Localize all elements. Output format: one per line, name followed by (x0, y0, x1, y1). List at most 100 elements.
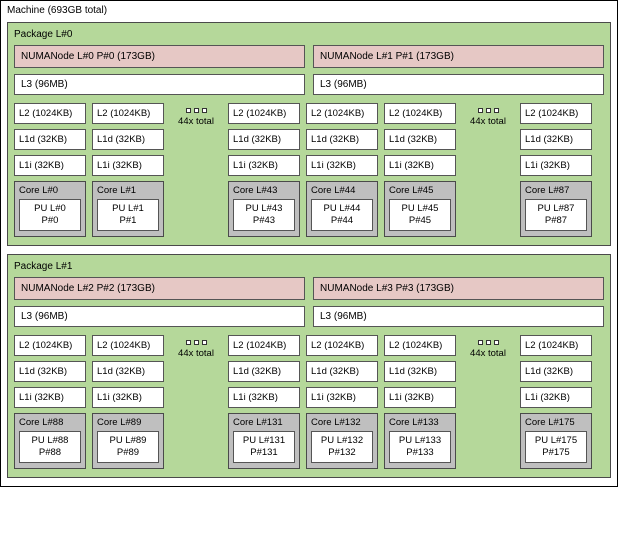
core: Core L#44 PU L#44P#44 (306, 181, 378, 237)
ellipsis-label: 44x total (178, 116, 214, 127)
l1i-cache: L1i (32KB) (92, 387, 164, 408)
l1d-cache: L1d (32KB) (384, 361, 456, 382)
package: Package L#1NUMANode L#2 P#2 (173GB)NUMAN… (7, 254, 611, 478)
l1i-cache: L1i (32KB) (306, 387, 378, 408)
l2-cache: L2 (1024KB) (384, 335, 456, 356)
l1i-cache: L1i (32KB) (306, 155, 378, 176)
pu-p: P#131 (250, 447, 277, 458)
l1d-cache: L1d (32KB) (92, 129, 164, 150)
core-column: L2 (1024KB)L1d (32KB)L1i (32KB)Core L#13… (384, 335, 456, 469)
pu-label: PU L#44 (324, 203, 361, 214)
ellipsis-label: 44x total (178, 348, 214, 359)
pu-p: P#44 (331, 215, 353, 226)
pu-p: P#0 (42, 215, 59, 226)
core-column: L2 (1024KB)L1d (32KB)L1i (32KB)Core L#89… (92, 335, 164, 469)
core-column: L2 (1024KB)L1d (32KB)L1i (32KB)Core L#1P… (92, 103, 164, 237)
pu-p: P#43 (253, 215, 275, 226)
pu-label: PU L#87 (538, 203, 575, 214)
dot-icon (486, 340, 491, 345)
pu: PU L#131P#131 (233, 431, 295, 463)
core: Core L#43 PU L#43P#43 (228, 181, 300, 237)
pu: PU L#45P#45 (389, 199, 451, 231)
ellipsis: 44x total (462, 103, 514, 237)
l1d-cache: L1d (32KB) (92, 361, 164, 382)
core-label: Core L#175 (525, 417, 587, 428)
core: Core L#1 PU L#1P#1 (92, 181, 164, 237)
ellipsis-dots (186, 108, 207, 113)
l1i-cache: L1i (32KB) (384, 155, 456, 176)
core: Core L#131 PU L#131P#131 (228, 413, 300, 469)
core: Core L#87PU L#87P#87 (520, 181, 592, 237)
pu: PU L#1P#1 (97, 199, 159, 231)
core-label: Core L#131 (233, 417, 295, 428)
pu-label: PU L#88 (32, 435, 69, 446)
ellipsis-dots (478, 108, 499, 113)
pu: PU L#88P#88 (19, 431, 81, 463)
l1d-cache: L1d (32KB) (520, 361, 592, 382)
pu-label: PU L#131 (243, 435, 285, 446)
dot-icon (478, 340, 483, 345)
core-column: L2 (1024KB)L1d (32KB)L1i (32KB)Core L#43… (228, 103, 300, 237)
l2-cache: L2 (1024KB) (14, 335, 86, 356)
pu: PU L#43P#43 (233, 199, 295, 231)
package: Package L#0NUMANode L#0 P#0 (173GB)NUMAN… (7, 22, 611, 246)
l1i-cache: L1i (32KB) (520, 155, 592, 176)
dot-icon (194, 340, 199, 345)
core-label: Core L#89 (97, 417, 159, 428)
l1i-cache: L1i (32KB) (520, 387, 592, 408)
pu-p: P#45 (409, 215, 431, 226)
cores-row: L2 (1024KB) L1d (32KB) L1i (32KB) Core L#0 P… (14, 103, 604, 237)
ellipsis-label: 44x total (470, 348, 506, 359)
ellipsis-label: 44x total (470, 116, 506, 127)
core: Core L#45PU L#45P#45 (384, 181, 456, 237)
pu-label: PU L#0 (34, 203, 66, 214)
pu-p: P#175 (542, 447, 569, 458)
l3-cache: L3 (96MB) (14, 306, 305, 327)
pu-p: P#132 (328, 447, 355, 458)
dot-icon (494, 108, 499, 113)
core-label: Core L#43 (233, 185, 295, 196)
l1i-cache: L1i (32KB) (92, 155, 164, 176)
core-column: L2 (1024KB)L1d (32KB)L1i (32KB)Core L#88… (14, 335, 86, 469)
l2-cache: L2 (1024KB) (520, 335, 592, 356)
l2-cache: L2 (1024KB) (14, 103, 86, 124)
dot-icon (202, 340, 207, 345)
l1d-cache: L1d (32KB) (228, 361, 300, 382)
l3-cache: L3 (96MB) (313, 74, 604, 95)
dot-icon (202, 108, 207, 113)
core-column: L2 (1024KB)L1d (32KB)L1i (32KB)Core L#0P… (14, 103, 86, 237)
core-label: Core L#133 (389, 417, 451, 428)
l1i-cache: L1i (32KB) (228, 155, 300, 176)
l2-cache: L2 (1024KB) (306, 103, 378, 124)
core: Core L#132 PU L#132P#132 (306, 413, 378, 469)
core-label: Core L#0 (19, 185, 81, 196)
pu: PU L#175P#175 (525, 431, 587, 463)
ellipsis: 44x total (170, 335, 222, 469)
pu-label: PU L#43 (246, 203, 283, 214)
pu-p: P#88 (39, 447, 61, 458)
ellipsis: 44x total (462, 335, 514, 469)
dot-icon (486, 108, 491, 113)
l2-cache: L2 (1024KB) (384, 103, 456, 124)
core-label: Core L#1 (97, 185, 159, 196)
core-column: L2 (1024KB)L1d (32KB)L1i (32KB)Core L#13… (228, 335, 300, 469)
l3-cache: L3 (96MB) (313, 306, 604, 327)
package-label: Package L#0 (14, 29, 604, 40)
pu-p: P#89 (117, 447, 139, 458)
pu-p: P#87 (545, 215, 567, 226)
machine-label: Machine (693GB total) (7, 5, 611, 16)
core: Core L#88PU L#88P#88 (14, 413, 86, 469)
pu: PU L#0P#0 (19, 199, 81, 231)
numa-node: NUMANode L#3 P#3 (173GB) (313, 277, 604, 300)
core-column: L2 (1024KB) L1d (32KB) L1i (32KB) Core L#17… (520, 335, 592, 469)
l2-cache: L2 (1024KB) (306, 335, 378, 356)
pu: PU L#89P#89 (97, 431, 159, 463)
l1i-cache: L1i (32KB) (14, 155, 86, 176)
dot-icon (194, 108, 199, 113)
core-label: Core L#132 (311, 417, 373, 428)
core: Core L#89 PU L#89P#89 (92, 413, 164, 469)
core-label: Core L#44 (311, 185, 373, 196)
l2-cache: L2 (1024KB) (228, 335, 300, 356)
l2-cache: L2 (1024KB) (520, 103, 592, 124)
pu: PU L#132P#132 (311, 431, 373, 463)
